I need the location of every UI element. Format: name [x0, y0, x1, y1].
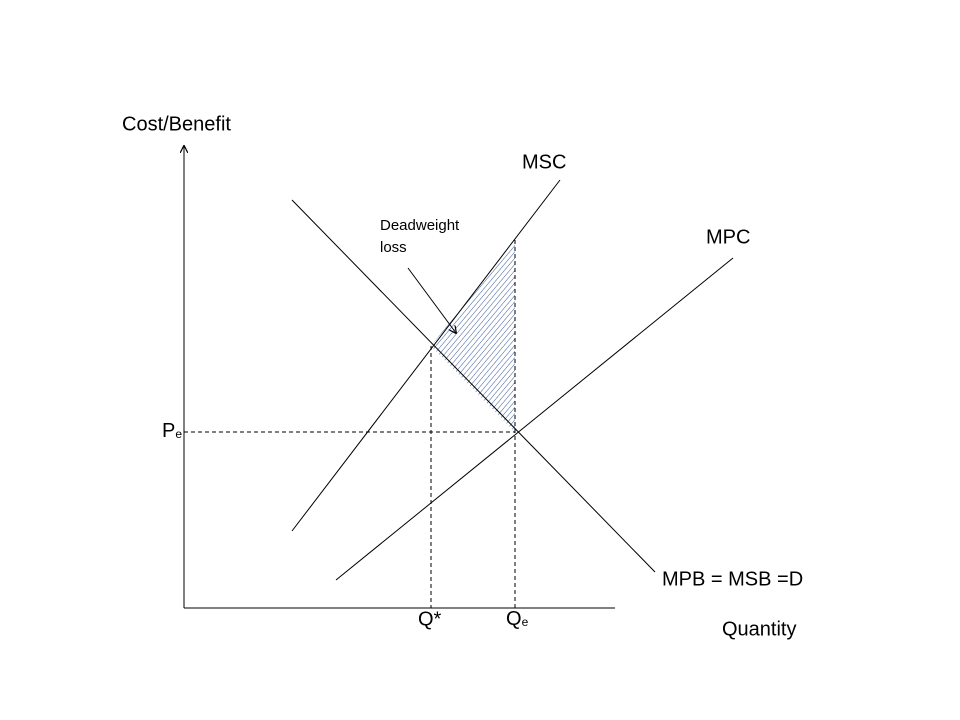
- y-axis-label: Cost/Benefit: [122, 113, 231, 135]
- annotation-arrow: [407, 267, 456, 333]
- annotation-line: loss: [380, 239, 407, 256]
- demand-curve: [291, 199, 656, 573]
- mpc-label: MPC: [706, 226, 750, 248]
- msc-label: MSC: [522, 151, 566, 173]
- x-axis-label: Quantity: [722, 618, 796, 640]
- msc-curve: [291, 179, 561, 532]
- label-subscript: e: [522, 615, 529, 629]
- mpc-curve: [335, 257, 734, 581]
- q-star-label: Q*: [418, 608, 442, 630]
- deadweight-area: [431, 240, 515, 432]
- label-main: P: [162, 420, 175, 442]
- label-subscript: e: [175, 427, 182, 441]
- demand-label: MPB = MSB =D: [662, 568, 803, 590]
- price-label: Pe: [162, 420, 182, 442]
- annotation-line: Deadweight: [380, 217, 460, 234]
- label-main: Q: [506, 608, 522, 630]
- qe-label: Qe: [506, 608, 529, 630]
